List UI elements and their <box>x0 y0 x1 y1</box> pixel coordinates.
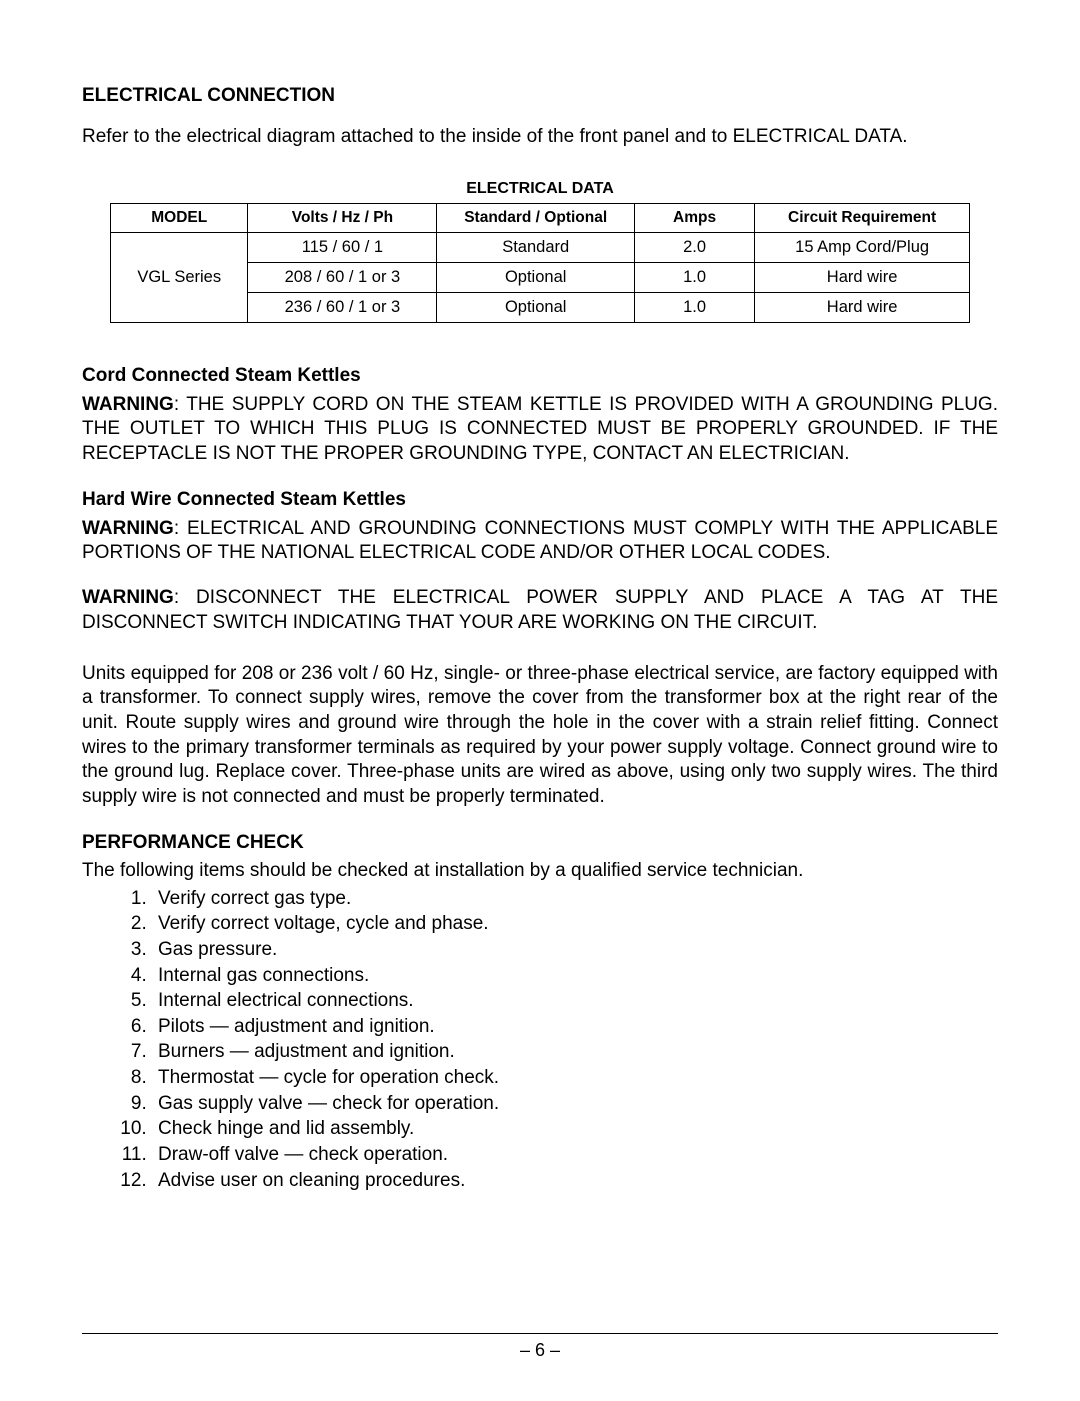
cell-volts: 115 / 60 / 1 <box>248 232 437 262</box>
footer-rule <box>82 1333 998 1334</box>
list-item: Thermostat — cycle for operation check. <box>152 1065 998 1091</box>
list-item: Verify correct gas type. <box>152 886 998 912</box>
cell-circuit: Hard wire <box>755 262 970 292</box>
table-title: ELECTRICAL DATA <box>110 180 970 198</box>
subheading-hard-wire: Hard Wire Connected Steam Kettles <box>82 489 998 511</box>
cell-std: Optional <box>437 262 635 292</box>
cell-volts: 208 / 60 / 1 or 3 <box>248 262 437 292</box>
list-item: Gas supply valve — check for operation. <box>152 1091 998 1117</box>
cell-amps: 1.0 <box>634 262 754 292</box>
performance-checklist: Verify correct gas type. Verify correct … <box>82 886 998 1194</box>
electrical-data-table: MODEL Volts / Hz / Ph Standard / Optiona… <box>110 203 970 323</box>
hard-wire-block: Hard Wire Connected Steam Kettles WARNIN… <box>82 489 998 810</box>
th-volts: Volts / Hz / Ph <box>248 203 437 232</box>
warning-text: : THE SUPPLY CORD ON THE STEAM KETTLE IS… <box>82 394 998 464</box>
list-item: Gas pressure. <box>152 937 998 963</box>
electrical-data-table-wrap: ELECTRICAL DATA MODEL Volts / Hz / Ph St… <box>110 180 970 323</box>
performance-intro: The following items should be checked at… <box>82 860 998 882</box>
table-header-row: MODEL Volts / Hz / Ph Standard / Optiona… <box>111 203 970 232</box>
list-item: Internal gas connections. <box>152 963 998 989</box>
warning-paragraph: WARNING: ELECTRICAL AND GROUNDING CONNEC… <box>82 517 998 566</box>
transformer-paragraph: Units equipped for 208 or 236 volt / 60 … <box>82 662 998 810</box>
cell-volts: 236 / 60 / 1 or 3 <box>248 292 437 322</box>
warning-label: WARNING <box>82 587 174 608</box>
th-amps: Amps <box>634 203 754 232</box>
list-item: Verify correct voltage, cycle and phase. <box>152 911 998 937</box>
intro-paragraph: Refer to the electrical diagram attached… <box>82 125 998 150</box>
cell-circuit: Hard wire <box>755 292 970 322</box>
cell-amps: 2.0 <box>634 232 754 262</box>
warning-paragraph: WARNING: THE SUPPLY CORD ON THE STEAM KE… <box>82 393 998 467</box>
subheading-cord-connected: Cord Connected Steam Kettles <box>82 365 998 387</box>
cell-model: VGL Series <box>111 232 248 322</box>
cell-circuit: 15 Amp Cord/Plug <box>755 232 970 262</box>
list-item: Internal electrical connections. <box>152 988 998 1014</box>
section-heading-performance-check: PERFORMANCE CHECK <box>82 832 998 854</box>
cord-connected-block: Cord Connected Steam Kettles WARNING: TH… <box>82 365 998 467</box>
section-heading-electrical-connection: ELECTRICAL CONNECTION <box>82 85 998 107</box>
table-row: VGL Series 115 / 60 / 1 Standard 2.0 15 … <box>111 232 970 262</box>
document-page: ELECTRICAL CONNECTION Refer to the elect… <box>0 0 1080 1401</box>
th-model: MODEL <box>111 203 248 232</box>
warning-text: : DISCONNECT THE ELECTRICAL POWER SUPPLY… <box>82 587 998 633</box>
cell-std: Standard <box>437 232 635 262</box>
warning-label: WARNING <box>82 394 174 415</box>
th-circuit-requirement: Circuit Requirement <box>755 203 970 232</box>
warning-paragraph: WARNING: DISCONNECT THE ELECTRICAL POWER… <box>82 586 998 635</box>
list-item: Advise user on cleaning procedures. <box>152 1168 998 1194</box>
warning-label: WARNING <box>82 518 174 539</box>
cell-amps: 1.0 <box>634 292 754 322</box>
cell-std: Optional <box>437 292 635 322</box>
list-item: Pilots — adjustment and ignition. <box>152 1014 998 1040</box>
warning-text: : ELECTRICAL AND GROUNDING CONNECTIONS M… <box>82 518 998 564</box>
list-item: Draw-off valve — check operation. <box>152 1142 998 1168</box>
list-item: Burners — adjustment and ignition. <box>152 1039 998 1065</box>
list-item: Check hinge and lid assembly. <box>152 1116 998 1142</box>
th-standard-optional: Standard / Optional <box>437 203 635 232</box>
page-number: – 6 – <box>82 1340 998 1361</box>
